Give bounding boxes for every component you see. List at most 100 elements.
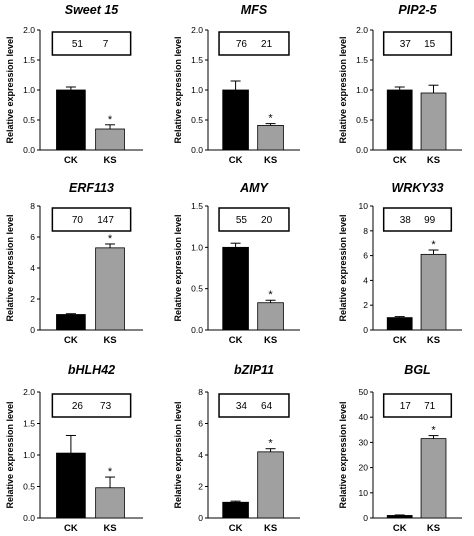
y-tick-label: 0.0 (191, 325, 203, 335)
chart-panel-5: WRKY33 Relative expression level 0 2 4 6 8 10 CK… (338, 181, 462, 346)
y-tick-label: 8 (30, 201, 35, 211)
y-tick-label: 2 (30, 294, 35, 304)
count-box-value: 21 (261, 39, 273, 50)
count-box (382, 207, 453, 232)
count-box (218, 31, 290, 56)
count-box-value: 38 (400, 215, 412, 226)
chart-title: ERF113 (69, 181, 114, 195)
y-tick-label: 0 (198, 513, 203, 523)
y-tick-label: 1.5 (23, 55, 35, 65)
count-box (218, 393, 290, 418)
y-tick-label: 1.0 (191, 85, 203, 95)
y-tick-label: 2 (363, 300, 368, 310)
y-axis-label: Relative expression level (338, 36, 348, 143)
y-tick-label: 6 (198, 419, 203, 429)
chart-panel-2: PIP2-5 Relative expression level 0.0 0.5 1.0… (338, 3, 462, 166)
y-tick-label: 0.5 (191, 115, 203, 125)
bar-ck (386, 89, 413, 151)
count-box-value: 26 (72, 401, 84, 412)
y-tick-label: 6 (30, 232, 35, 242)
x-tick-label: CK (229, 523, 243, 534)
y-tick-label: 1.0 (356, 85, 368, 95)
chart-panel-8: BGL Relative expression level 0 10 20 30 40 50 C… (338, 363, 462, 534)
y-tick-label: 30 (359, 437, 369, 447)
y-tick-label: 50 (359, 387, 369, 397)
chart-title: PIP2-5 (398, 3, 437, 17)
bar-ks (257, 302, 284, 331)
y-tick-label: 1.5 (356, 55, 368, 65)
chart-title: BGL (404, 363, 430, 377)
bar-ck (56, 452, 86, 519)
x-tick-label: KS (427, 155, 440, 166)
x-tick-label: CK (229, 155, 243, 166)
count-box-value: 7 (103, 39, 109, 50)
y-tick-label: 2.0 (23, 387, 35, 397)
chart-panel-6: bHLH42 Relative expression level 0.0 0.5 1.0… (5, 363, 143, 534)
bar-ck (386, 317, 413, 331)
chart-panel-4: AMY Relative expression level 0.0 0.5 1.0 1.5… (173, 181, 300, 346)
significance-marker: * (431, 239, 436, 251)
y-tick-label: 10 (359, 201, 369, 211)
count-box-value: 20 (261, 215, 273, 226)
bar-ks (95, 487, 125, 519)
chart-title: MFS (241, 3, 268, 17)
count-box (382, 31, 453, 56)
y-tick-label: 1.5 (191, 201, 203, 211)
y-tick-label: 0 (363, 325, 368, 335)
y-tick-label: 4 (30, 263, 35, 273)
x-tick-label: KS (264, 155, 277, 166)
chart-title: WRKY33 (391, 181, 443, 195)
y-tick-label: 0.0 (191, 145, 203, 155)
y-tick-label: 1.0 (23, 450, 35, 460)
y-tick-label: 1.0 (191, 242, 203, 252)
y-axis-label: Relative expression level (173, 401, 183, 508)
count-box-value: 70 (72, 215, 84, 226)
x-tick-label: KS (264, 335, 277, 346)
y-axis-label: Relative expression level (338, 214, 348, 321)
y-tick-label: 4 (363, 275, 368, 285)
x-tick-label: KS (264, 523, 277, 534)
y-tick-label: 2.0 (23, 25, 35, 35)
chart-panel-1: MFS Relative expression level 0.0 0.5 1.0 1.5… (173, 3, 300, 166)
y-tick-label: 0 (363, 513, 368, 523)
x-tick-label: CK (393, 523, 407, 534)
count-box-value: 73 (100, 401, 112, 412)
count-box-value: 15 (424, 39, 436, 50)
y-tick-label: 0.0 (23, 145, 35, 155)
count-box (51, 31, 132, 56)
y-axis-label: Relative expression level (5, 36, 15, 143)
y-tick-label: 20 (359, 463, 369, 473)
y-tick-label: 0.5 (191, 284, 203, 294)
y-tick-label: 1.5 (191, 55, 203, 65)
x-tick-label: CK (64, 523, 78, 534)
bar-ck (222, 246, 249, 331)
significance-marker: * (108, 466, 113, 478)
y-tick-label: 0.5 (23, 115, 35, 125)
bar-ck (56, 89, 86, 151)
x-tick-label: KS (103, 155, 116, 166)
y-tick-label: 2 (198, 482, 203, 492)
y-axis-label: Relative expression level (5, 401, 15, 508)
x-tick-label: KS (103, 335, 116, 346)
y-axis-label: Relative expression level (173, 214, 183, 321)
bar-ks (257, 125, 284, 151)
significance-marker: * (268, 289, 273, 301)
count-box-value: 64 (261, 401, 273, 412)
x-tick-label: CK (64, 335, 78, 346)
y-axis-label: Relative expression level (173, 36, 183, 143)
count-box (51, 393, 132, 418)
x-tick-label: CK (64, 155, 78, 166)
bar-ck (386, 515, 413, 519)
x-tick-label: KS (427, 335, 440, 346)
bar-ks (420, 253, 447, 331)
y-tick-label: 0.5 (23, 482, 35, 492)
chart-panel-3: ERF113 Relative expression level 0 2 4 6 8 CK * K… (5, 181, 143, 346)
y-tick-label: 0.0 (23, 513, 35, 523)
significance-marker: * (108, 233, 113, 245)
significance-marker: * (108, 114, 113, 126)
chart-panel-0: Sweet 15 Relative expression level 0.0 0.5 1… (5, 3, 143, 166)
x-tick-label: CK (229, 335, 243, 346)
count-box-value: 99 (424, 215, 436, 226)
count-box-value: 51 (72, 39, 84, 50)
